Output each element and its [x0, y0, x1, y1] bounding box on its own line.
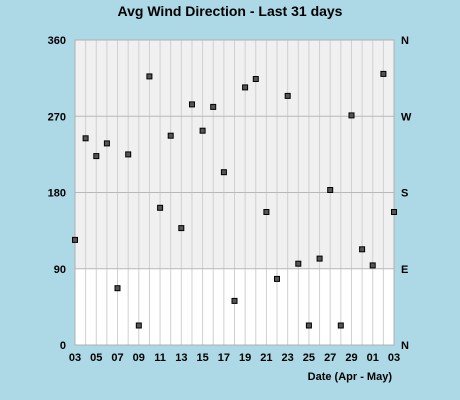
x-tick-label: 15 — [196, 352, 208, 364]
data-point — [114, 285, 121, 292]
y-tick-label: 180 — [48, 188, 66, 200]
data-point — [252, 76, 259, 82]
data-point — [220, 169, 227, 176]
data-points — [72, 70, 397, 329]
x-tick-label: 03 — [388, 352, 400, 364]
data-point — [337, 322, 344, 329]
x-tick-label: 05 — [90, 352, 102, 364]
y-tick-label: 360 — [48, 35, 66, 47]
data-point — [93, 153, 100, 160]
x-tick-label: 01 — [367, 352, 379, 364]
x-tick-label: 03 — [69, 352, 81, 364]
data-point — [103, 140, 110, 147]
data-point — [284, 92, 291, 99]
y-tick-label: 0 — [60, 340, 66, 352]
compass-label: E — [401, 264, 408, 276]
x-tick-label: 25 — [303, 352, 315, 364]
data-point — [199, 127, 206, 134]
compass-label: W — [401, 111, 412, 123]
data-point — [263, 209, 270, 215]
x-tick-label: 21 — [260, 352, 272, 364]
data-point — [348, 112, 355, 119]
chart-title: Avg Wind Direction - Last 31 days — [118, 3, 343, 19]
x-tick-label: 19 — [239, 352, 251, 364]
data-point — [178, 225, 185, 232]
data-point — [135, 322, 142, 329]
data-point — [295, 260, 302, 267]
plot-area — [74, 39, 395, 346]
data-point — [157, 204, 164, 211]
x-tick-label: 13 — [175, 352, 187, 364]
data-point — [72, 236, 78, 243]
data-point — [167, 132, 174, 139]
data-point — [242, 84, 249, 91]
data-point — [189, 101, 195, 108]
compass-label: N — [401, 35, 409, 47]
y-tick-label: 90 — [54, 264, 66, 276]
y-tick-label: 270 — [48, 111, 66, 123]
data-point — [305, 322, 312, 329]
x-tick-label: 29 — [345, 352, 357, 364]
compass-label: S — [401, 188, 408, 200]
data-point — [231, 297, 238, 304]
x-axis-label: Date (Apr - May) — [308, 371, 393, 383]
data-point — [82, 135, 89, 142]
data-point — [359, 246, 366, 253]
x-tick-label: 11 — [154, 352, 166, 364]
x-tick-label: 07 — [111, 352, 123, 364]
plot-border — [74, 39, 395, 346]
data-point — [146, 73, 153, 80]
data-point — [210, 103, 217, 110]
x-tick-label: 09 — [133, 352, 145, 364]
data-point — [391, 209, 397, 215]
data-point — [327, 187, 334, 193]
data-point — [316, 255, 323, 262]
data-point — [369, 262, 376, 269]
compass-label: N — [401, 340, 409, 352]
data-point — [125, 151, 132, 158]
x-tick-label: 17 — [218, 352, 230, 364]
data-point — [380, 70, 387, 77]
x-tick-label: 23 — [282, 352, 294, 364]
data-point — [274, 275, 280, 282]
x-tick-label: 27 — [324, 352, 336, 364]
